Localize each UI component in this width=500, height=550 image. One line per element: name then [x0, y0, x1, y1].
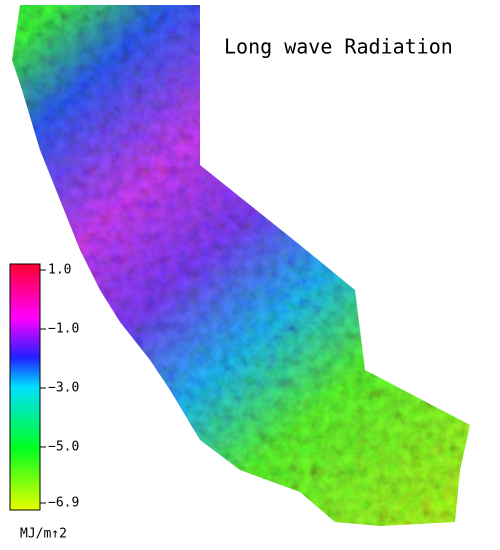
- california-shape: [12, 5, 470, 526]
- colorbar-unit: MJ/m↑2: [20, 527, 67, 542]
- colorbar-tick-label: −5.0: [48, 439, 79, 454]
- colorbar-tick-label: −1.0: [48, 321, 79, 336]
- colorbar-tick-label: 1.0: [48, 263, 71, 278]
- map-title: Long wave Radiation: [224, 35, 453, 59]
- colorbar: [9, 263, 41, 511]
- colorbar-tick-label: −3.0: [48, 380, 79, 395]
- colorbar-tick-label: −6.9: [48, 496, 79, 511]
